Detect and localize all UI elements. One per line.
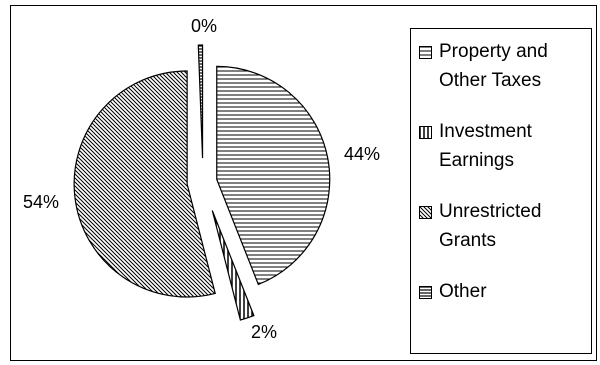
- pie-slice-property-taxes: [216, 65, 331, 286]
- data-label-investment-earnings: 2%: [251, 322, 278, 342]
- chart-legend: Property and Other Taxes Investment Earn…: [410, 28, 592, 354]
- pie-slices: [73, 44, 331, 321]
- legend-swatch-property-taxes: [419, 46, 432, 59]
- legend-label-other: Other: [439, 281, 487, 302]
- pie-chart: [73, 44, 331, 321]
- pie-slice-unrestricted-grants: [73, 70, 216, 298]
- data-label-property-taxes: 44%: [344, 144, 381, 164]
- data-label-other: 0%: [191, 16, 218, 36]
- legend-swatch-unrestricted-grants: [419, 206, 432, 219]
- legend-label-property-taxes: Property and Other Taxes: [439, 41, 548, 91]
- legend-label-unrestricted-grants: Unrestricted Grants: [439, 201, 542, 251]
- pie-slice-investment-earnings: [211, 210, 255, 321]
- pie-slice-other: [197, 44, 204, 159]
- legend-swatch-investment-earnings: [419, 126, 432, 139]
- legend-label-investment-earnings: Investment Earnings: [439, 121, 532, 171]
- data-label-unrestricted-grants: 54%: [23, 192, 60, 212]
- legend-swatch-other: [419, 286, 432, 299]
